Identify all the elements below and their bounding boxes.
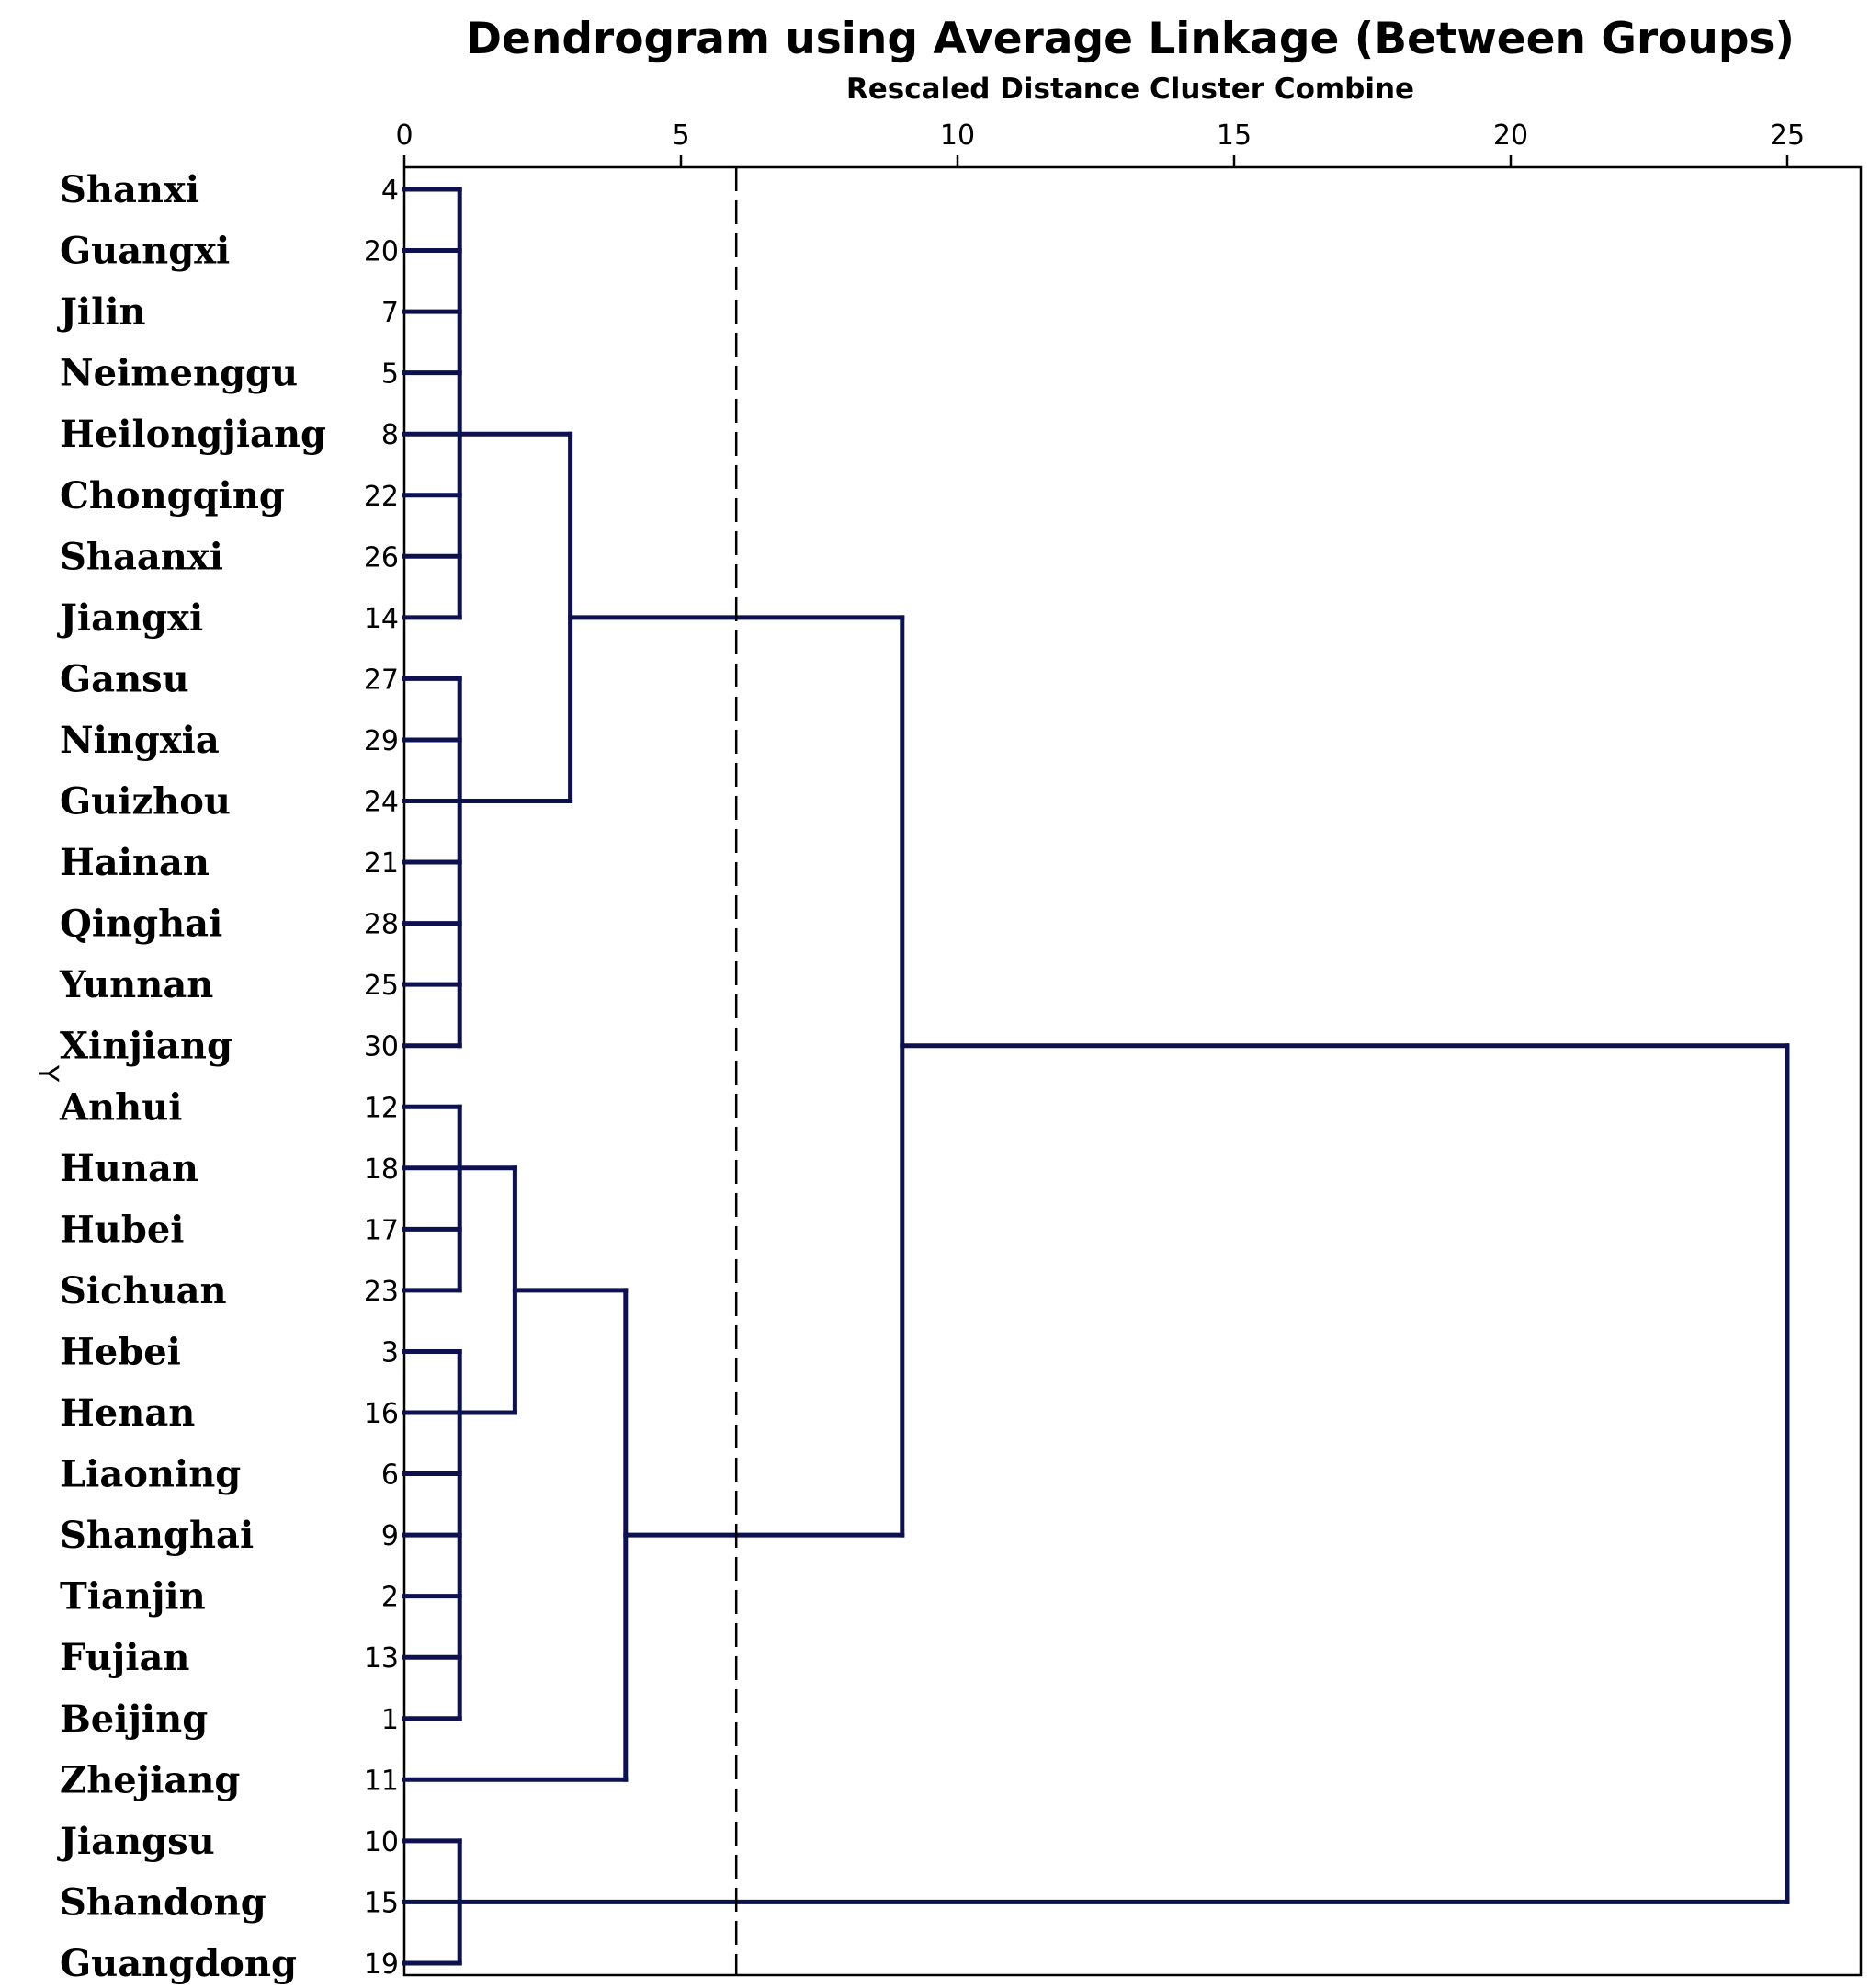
leaf-name-guizhou: Guizhou [60, 780, 231, 824]
leaf-id-1: 1 [381, 1704, 399, 1736]
plot-frame [402, 165, 1863, 1977]
leaf-id-12: 12 [364, 1092, 399, 1124]
leaf-name-sichuan: Sichuan [60, 1269, 227, 1312]
leaf-id-25: 25 [364, 970, 399, 1002]
x-tick-label-10: 10 [940, 119, 975, 152]
leaf-labels: Shanxi 4 Guangxi 20 Jilin 7 Neimenggu 5 Heilongj… [57, 168, 399, 1985]
leaf-name-qinghai: Qinghai [60, 903, 222, 946]
leaf-id-13: 13 [364, 1642, 399, 1675]
leaf-id-10: 10 [364, 1826, 399, 1858]
leaf-name-shaanxi: Shaanxi [60, 535, 223, 578]
leaf-name-hebei: Hebei [60, 1330, 181, 1373]
leaf-id-15: 15 [364, 1887, 399, 1919]
leaf-id-9: 9 [381, 1520, 399, 1552]
leaf-id-18: 18 [364, 1153, 399, 1186]
leaf-name-tianjin: Tianjin [60, 1575, 206, 1619]
leaf-id-5: 5 [381, 358, 399, 391]
chart-title: Dendrogram using Average Linkage (Betwee… [466, 14, 1795, 64]
leaf-id-17: 17 [364, 1214, 399, 1246]
leaf-id-2: 2 [381, 1582, 399, 1614]
leaf-id-4: 4 [381, 175, 399, 207]
leaf-id-27: 27 [364, 664, 399, 696]
x-tick-label-5: 5 [672, 119, 689, 152]
x-axis-label: Rescaled Distance Cluster Combine [846, 73, 1414, 106]
dendrogram-links [402, 187, 1790, 1966]
leaf-name-ningxia: Ningxia [60, 719, 220, 762]
leaf-name-gansu: Gansu [60, 657, 189, 700]
leaf-name-anhui: Anhui [59, 1085, 182, 1129]
leaf-name-guangxi: Guangxi [60, 230, 230, 273]
leaf-id-7: 7 [381, 297, 399, 329]
x-tick-label-25: 25 [1770, 119, 1805, 152]
leaf-name-henan: Henan [60, 1392, 195, 1435]
leaf-id-19: 19 [364, 1948, 399, 1981]
leaf-name-guangdong: Guangdong [60, 1942, 297, 1985]
leaf-id-16: 16 [364, 1398, 399, 1430]
leaf-name-xinjiang: Xinjiang [60, 1025, 232, 1068]
leaf-name-liaoning: Liaoning [60, 1453, 241, 1496]
leaf-name-shanxi: Shanxi [60, 168, 199, 211]
leaf-id-30: 30 [364, 1031, 399, 1063]
leaf-name-beijing: Beijing [60, 1698, 208, 1741]
leaf-name-chongqing: Chongqing [60, 474, 285, 517]
leaf-name-yunnan: Yunnan [59, 963, 213, 1006]
leaf-name-shanghai: Shanghai [60, 1514, 254, 1557]
leaf-name-neimenggu: Neimenggu [60, 352, 298, 395]
leaf-name-jiangxi: Jiangxi [57, 596, 203, 640]
leaf-id-23: 23 [364, 1276, 399, 1308]
leaf-id-14: 14 [364, 603, 399, 635]
leaf-name-fujian: Fujian [60, 1636, 189, 1679]
leaf-id-22: 22 [364, 481, 399, 513]
leaf-id-28: 28 [364, 909, 399, 941]
leaf-name-jiangsu: Jiangsu [57, 1820, 215, 1863]
leaf-name-shandong: Shandong [60, 1880, 266, 1924]
leaf-id-8: 8 [381, 419, 399, 451]
x-tick-label-20: 20 [1493, 119, 1528, 152]
x-tick-label-15: 15 [1217, 119, 1252, 152]
x-axis-ticks: 0 5 10 15 20 25 [395, 119, 1805, 167]
leaf-id-6: 6 [381, 1460, 399, 1492]
leaf-name-heilongjiang: Heilongjiang [60, 413, 326, 456]
leaf-id-24: 24 [364, 787, 399, 819]
leaf-id-3: 3 [381, 1336, 399, 1369]
leaf-name-zhejiang: Zhejiang [60, 1758, 240, 1801]
leaf-id-29: 29 [364, 725, 399, 757]
leaf-id-20: 20 [364, 236, 399, 268]
leaf-id-11: 11 [364, 1765, 399, 1797]
leaf-name-hainan: Hainan [60, 841, 210, 884]
x-tick-label-0: 0 [395, 119, 413, 152]
leaf-id-26: 26 [364, 541, 399, 574]
y-axis-label: Y [31, 1064, 63, 1083]
leaf-id-21: 21 [364, 847, 399, 880]
leaf-name-hunan: Hunan [60, 1147, 198, 1190]
leaf-name-jilin: Jilin [57, 290, 146, 334]
leaf-name-hubei: Hubei [60, 1208, 185, 1251]
